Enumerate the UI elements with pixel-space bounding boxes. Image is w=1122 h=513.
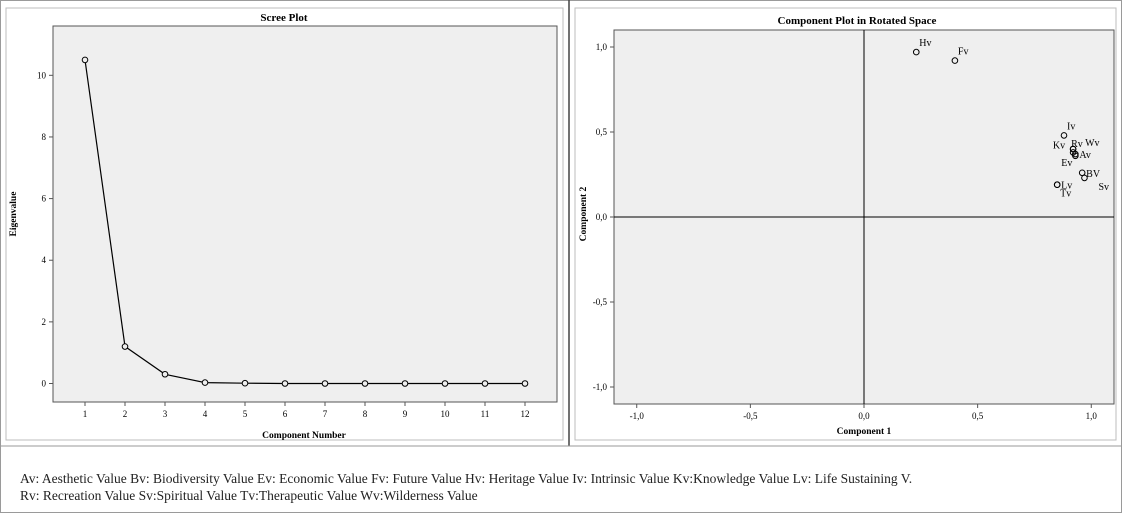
component-point-label: Ev (1061, 158, 1072, 169)
component-x-axis-label: Component 1 (837, 427, 892, 437)
component-point-label: Av (1079, 150, 1090, 161)
scree-x-tick-label: 10 (441, 409, 451, 419)
scree-y-ticks: 0 2 4 6 8 10 (37, 70, 53, 389)
component-y-axis-label: Component 2 (579, 186, 589, 241)
component-point-label: Fv (958, 47, 969, 58)
abbreviation-legend-line-2: Rv: Recreation Value Sv:Spiritual Value … (20, 488, 478, 503)
scree-x-tick-label: 4 (203, 409, 208, 419)
component-point-label: Sv (1098, 182, 1109, 193)
component-point (1053, 181, 1061, 188)
component-x-tick-label: 0,0 (858, 411, 870, 421)
scree-point (481, 380, 489, 387)
component-y-tick-label: 0,0 (596, 212, 608, 222)
component-title: Component Plot in Rotated Space (778, 15, 937, 27)
scree-y-axis-label: Eigenvalue (9, 192, 19, 237)
component-point-label: Iv (1067, 121, 1075, 132)
scree-x-axis-label: Component Number (262, 431, 346, 441)
scree-y-tick-label: 6 (42, 194, 47, 204)
scree-title: Scree Plot (260, 12, 307, 24)
scree-point (521, 380, 529, 387)
scree-y-tick-label: 2 (42, 317, 47, 327)
component-x-tick-label: -0,5 (743, 411, 758, 421)
scree-point (321, 380, 329, 387)
abbreviation-legend-line-1: Av: Aesthetic Value Bv: Biodiversity Val… (20, 471, 913, 486)
component-y-ticks: -1,0 -0,5 0,0 0,5 1,0 (593, 42, 614, 392)
scree-x-tick-label: 3 (163, 409, 168, 419)
component-x-tick-label: 0,5 (972, 411, 984, 421)
scree-point (201, 379, 209, 386)
component-y-tick-label: 1,0 (596, 42, 608, 52)
component-point-label: Tv (1060, 189, 1071, 200)
scree-point (281, 380, 289, 387)
scree-x-tick-label: 7 (323, 409, 328, 419)
abbreviation-legend: Av: Aesthetic Value Bv: Biodiversity Val… (20, 470, 1110, 504)
scree-x-tick-label: 6 (283, 409, 288, 419)
component-reference-lines (614, 30, 1114, 404)
component-point-label: Kv (1053, 140, 1065, 151)
scree-plot-area (52, 25, 558, 403)
component-point-label: BV (1086, 169, 1101, 180)
scree-point (161, 370, 169, 378)
scree-x-tick-label: 9 (403, 409, 408, 419)
component-point (1060, 132, 1068, 139)
component-point (1081, 174, 1088, 182)
component-x-tick-label: 1,0 (1086, 411, 1098, 421)
scree-y-tick-label: 0 (42, 379, 47, 389)
scree-x-ticks: 1 2 3 4 5 6 7 8 9 10 11 12 (83, 402, 530, 419)
component-point-label: Hv (919, 38, 931, 49)
scree-point (121, 343, 129, 350)
component-point-label: Rv (1071, 139, 1083, 150)
component-plot: Component Plot in Rotated Space Componen… (574, 7, 1117, 441)
component-point-label: Lv (1061, 181, 1072, 192)
component-y-tick-label: -1,0 (593, 382, 608, 392)
component-x-ticks: -1,0 -0,5 0,0 0,5 1,0 (630, 404, 1098, 421)
component-point (912, 48, 920, 56)
component-y-tick-label: 0,5 (596, 127, 608, 137)
scree-point (241, 379, 249, 387)
scree-point (401, 380, 409, 387)
scree-x-tick-label: 11 (481, 409, 490, 419)
component-point (951, 57, 959, 64)
scree-point (81, 56, 89, 64)
scree-x-tick-label: 2 (123, 409, 128, 419)
scree-plot: Scree Plot Component Number Eigenvalue 1… (5, 7, 564, 441)
scree-y-tick-label: 10 (37, 70, 47, 80)
component-point (1072, 150, 1079, 158)
scree-y-tick-label: 8 (42, 132, 47, 142)
scree-y-tick-label: 4 (42, 255, 47, 265)
scree-x-tick-label: 1 (83, 409, 88, 419)
scree-series (81, 56, 529, 387)
scree-x-tick-label: 12 (521, 409, 530, 419)
scree-point (361, 380, 369, 387)
component-x-tick-label: -1,0 (630, 411, 645, 421)
component-y-tick-label: -0,5 (593, 297, 608, 307)
scree-x-tick-label: 8 (363, 409, 368, 419)
scree-point (441, 380, 449, 387)
scree-x-tick-label: 5 (243, 409, 248, 419)
component-point-label: Wv (1085, 138, 1099, 149)
scree-line (84, 59, 525, 385)
